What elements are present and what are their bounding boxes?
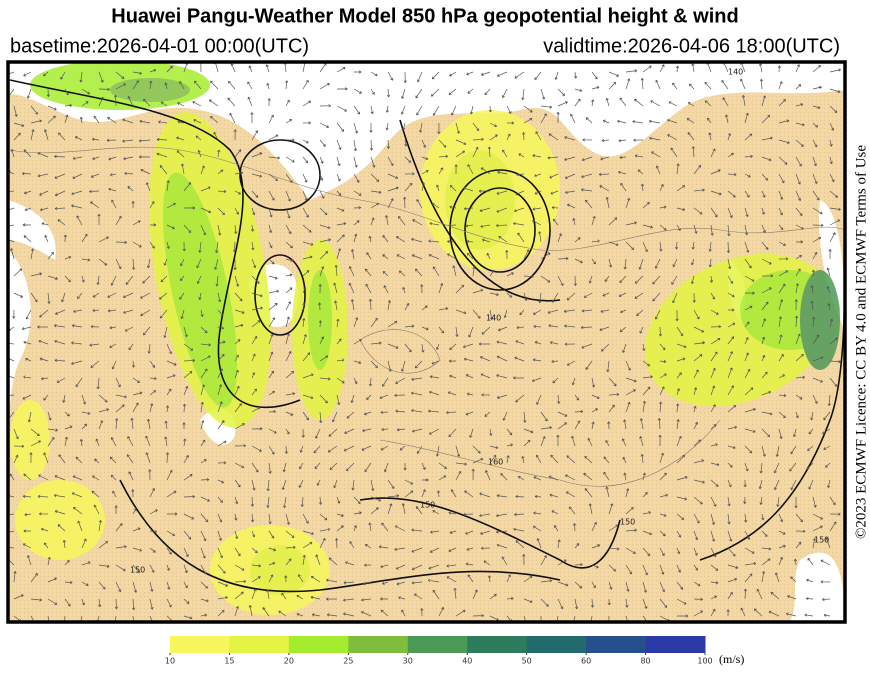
colorbar-swatch: [170, 636, 230, 653]
colorbar-tick-label: 60: [581, 657, 591, 666]
map: 140 140 150 150 160 150 150: [8, 62, 845, 622]
height-contours: [9, 79, 845, 593]
colorbar-tick-label: 50: [522, 657, 532, 666]
wind-shading: [10, 62, 840, 615]
colorbar-swatch: [467, 636, 528, 653]
colorbar-tick-label: 30: [403, 657, 413, 666]
contour-label: 160: [488, 458, 503, 467]
colorbar-swatch: [586, 636, 647, 653]
colorbar-tick-label: 80: [640, 657, 650, 666]
sea: [8, 250, 31, 460]
colorbar-swatch: [348, 636, 409, 653]
colorbar-tick-label: 15: [224, 657, 234, 666]
contour-label: 140: [486, 314, 501, 323]
colorbar-swatch: [288, 636, 349, 653]
map-frame: [6, 60, 847, 624]
colorbar-tick-label: 20: [284, 657, 294, 666]
contour-label: 140: [728, 68, 743, 77]
contour-label: 150: [130, 566, 145, 575]
sea: [8, 62, 845, 200]
colorbar-swatch: [407, 636, 468, 653]
contour-label: 150: [814, 536, 829, 545]
sea: [790, 552, 845, 622]
colorbar: 10 15 20 25 30 40 50 60 80 100 (m/s): [165, 636, 744, 666]
colorbar-swatch: [645, 636, 706, 653]
colorbar-tick-label: 25: [343, 657, 353, 666]
contour-label: 150: [620, 518, 635, 527]
colorbar-swatch: [526, 636, 587, 653]
colorbar-tick-label: 10: [165, 657, 175, 666]
colorbar-swatch: [229, 636, 290, 653]
colorbar-tick-label: 100: [697, 657, 712, 666]
validtime: validtime:2026-04-06 18:00(UTC): [543, 35, 840, 57]
sea: [8, 200, 56, 260]
title: Huawei Pangu-Weather Model 850 hPa geopo…: [111, 5, 738, 27]
contour-label: 150: [420, 501, 435, 510]
basetime: basetime:2026-04-01 00:00(UTC): [10, 35, 309, 57]
colorbar-tick-label: 40: [462, 657, 472, 666]
sea: [819, 200, 845, 330]
colorbar-unit: (m/s): [719, 652, 744, 666]
credit: ©2023 ECMWF Licence: CC BY 4.0 and ECMWF…: [853, 145, 869, 539]
